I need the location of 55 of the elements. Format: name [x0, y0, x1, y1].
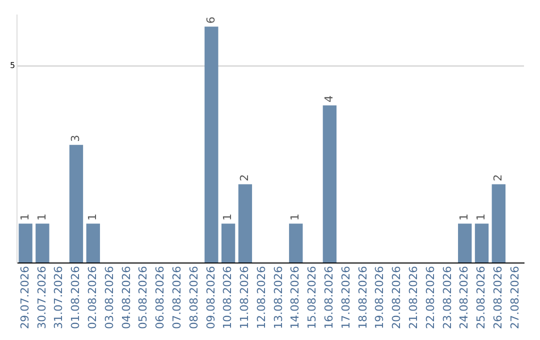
- x-tick-label: 05.08.2026: [136, 266, 150, 330]
- data-label: 1: [221, 214, 234, 221]
- x-tick-label: 16.08.2026: [322, 266, 336, 330]
- x-tick-label: 30.07.2026: [35, 266, 48, 330]
- data-label: 1: [458, 214, 471, 221]
- x-tick-label: 14.08.2026: [288, 266, 302, 330]
- x-tick-label: 21.08.2026: [407, 266, 420, 330]
- bar: [36, 224, 50, 263]
- data-label: 4: [322, 95, 336, 102]
- x-tick-label: 12.08.2026: [254, 266, 268, 330]
- data-label: 2: [238, 174, 252, 182]
- x-tick-label: 13.08.2026: [272, 266, 285, 330]
- data-label: 1: [288, 214, 302, 221]
- bar: [69, 144, 84, 263]
- bar: [289, 224, 303, 263]
- x-tick-label: 04.08.2026: [120, 266, 133, 330]
- x-tick-label: 07.08.2026: [170, 266, 184, 330]
- x-tick-label: 03.08.2026: [102, 266, 116, 330]
- data-label: 6: [204, 16, 218, 24]
- x-tick-label: 31.07.2026: [52, 266, 66, 330]
- bar: [204, 26, 218, 263]
- x-tick-label: 17.08.2026: [339, 266, 352, 330]
- x-tick-label: 02.08.2026: [86, 266, 99, 330]
- x-tick-label: 18.08.2026: [356, 266, 370, 330]
- x-tick-label: 20.08.2026: [390, 266, 404, 330]
- data-label: 1: [18, 214, 32, 221]
- data-label: 2: [492, 174, 505, 182]
- data-label: 3: [69, 134, 82, 142]
- data-label: 1: [35, 214, 48, 221]
- x-tick-label: 19.08.2026: [373, 266, 386, 330]
- x-tick-label: 22.08.2026: [424, 266, 437, 330]
- data-label: 1: [474, 214, 488, 221]
- x-tick-label: 27.08.2026: [508, 266, 522, 330]
- x-tick-label: 23.08.2026: [440, 266, 454, 330]
- bar: [492, 184, 506, 263]
- x-tick-label: 15.08.2026: [306, 266, 319, 330]
- x-tick-label: 06.08.2026: [154, 266, 167, 330]
- x-tick-label: 25.08.2026: [474, 266, 488, 330]
- x-tick-label: 01.08.2026: [69, 266, 82, 330]
- x-tick-label: 29.07.2026: [18, 266, 32, 330]
- x-tick-label: 26.08.2026: [492, 266, 505, 330]
- x-tick-label: 11.08.2026: [238, 266, 252, 330]
- bar: [474, 224, 489, 263]
- x-tick-label: 09.08.2026: [204, 266, 218, 330]
- bar: [86, 224, 100, 263]
- x-tick-label: 08.08.2026: [187, 266, 200, 330]
- y-tick-label: 5: [10, 61, 16, 70]
- data-label: 1: [86, 214, 99, 221]
- bar: [238, 184, 252, 263]
- bar: [322, 105, 337, 263]
- bar: [221, 224, 236, 263]
- bar: [458, 224, 472, 263]
- bar: [18, 224, 32, 263]
- x-tick-label: 10.08.2026: [221, 266, 234, 330]
- x-tick-label: 24.08.2026: [458, 266, 471, 330]
